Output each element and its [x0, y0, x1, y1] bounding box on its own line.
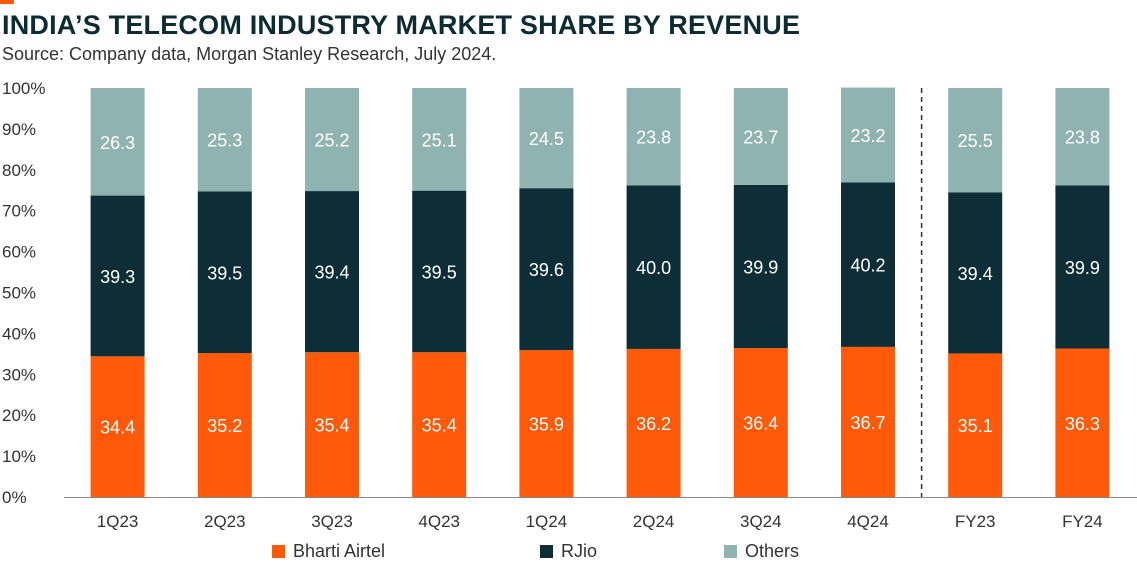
- legend-item-others: Others: [724, 541, 799, 562]
- bar-segment-rjio: [841, 182, 895, 347]
- x-tick-label: 4Q24: [847, 512, 889, 531]
- bar-segment-others: [948, 88, 1003, 193]
- legend-swatch: [724, 545, 737, 558]
- y-tick-label: 70%: [2, 202, 36, 221]
- y-tick-label: 0%: [2, 488, 27, 507]
- bar-segment-bharti-airtel: [1055, 348, 1110, 497]
- x-tick-label: 1Q23: [97, 512, 139, 531]
- data-label: 35.4: [422, 416, 457, 436]
- bar-segment-others: [733, 88, 788, 185]
- bar-segment-rjio: [626, 185, 681, 349]
- data-label: 34.4: [100, 418, 135, 438]
- data-label: 40.2: [850, 256, 885, 276]
- data-label: 25.1: [422, 130, 457, 150]
- bar-segment-rjio: [305, 191, 359, 353]
- bar-segment-others: [305, 88, 359, 192]
- bar-segment-others: [90, 88, 145, 196]
- bar-segment-others: [1055, 88, 1110, 186]
- legend-label: RJio: [561, 541, 598, 561]
- data-label: 36.4: [743, 414, 778, 434]
- data-label: 39.6: [529, 260, 564, 280]
- data-label: 35.9: [529, 415, 564, 435]
- y-tick-label: 30%: [2, 365, 36, 384]
- data-label: 40.0: [636, 258, 671, 278]
- bar-segment-others: [412, 88, 467, 191]
- x-tick-label: 3Q24: [740, 512, 782, 531]
- data-label: 36.2: [636, 414, 671, 434]
- data-label: 36.7: [850, 413, 885, 433]
- accent-bar: [0, 0, 14, 4]
- data-label: 23.7: [743, 127, 778, 147]
- bar-segment-bharti-airtel: [733, 348, 788, 497]
- legend-swatch: [540, 545, 553, 558]
- bar-segment-others: [197, 88, 252, 192]
- data-label: 39.5: [207, 263, 242, 283]
- data-label: 39.5: [422, 262, 457, 282]
- data-label: 25.3: [207, 131, 242, 151]
- bar-segment-rjio: [733, 184, 788, 349]
- data-label: 25.5: [958, 131, 993, 151]
- legend-item-rjio: RJio: [540, 541, 597, 562]
- y-tick-label: 80%: [2, 161, 36, 180]
- bar-segment-rjio: [197, 191, 252, 354]
- legend-label: Others: [745, 541, 800, 561]
- bar-segment-others: [841, 87, 895, 183]
- bar-segment-bharti-airtel: [90, 356, 145, 497]
- data-label: 23.8: [636, 128, 671, 148]
- data-label: 35.4: [314, 416, 349, 436]
- data-label: 39.4: [314, 263, 349, 283]
- data-label: 39.9: [743, 258, 778, 278]
- bar-segment-bharti-airtel: [948, 353, 1003, 497]
- data-label: 24.5: [529, 129, 564, 149]
- legend-swatch: [272, 545, 285, 558]
- x-tick-label: 1Q24: [526, 512, 568, 531]
- data-label: 39.9: [1065, 258, 1100, 278]
- x-tick-label: 4Q23: [418, 512, 460, 531]
- legend-label: Bharti Airtel: [293, 541, 386, 561]
- x-tick-label: 2Q23: [204, 512, 246, 531]
- bar-segment-bharti-airtel: [841, 346, 895, 497]
- bar-segment-bharti-airtel: [305, 352, 359, 497]
- data-label: 36.3: [1065, 414, 1100, 434]
- data-label: 25.2: [314, 131, 349, 151]
- data-label: 23.8: [1065, 128, 1100, 148]
- y-tick-label: 90%: [2, 120, 36, 139]
- bar-segment-rjio: [948, 192, 1003, 354]
- x-tick-label: 3Q23: [311, 512, 353, 531]
- bar-segment-bharti-airtel: [626, 348, 681, 497]
- bar-segment-rjio: [412, 190, 467, 353]
- bar-segment-rjio: [90, 195, 145, 357]
- y-tick-label: 20%: [2, 406, 36, 425]
- x-tick-label: FY23: [955, 512, 996, 531]
- bar-segment-others: [626, 88, 681, 186]
- bar-segment-rjio: [1055, 185, 1110, 349]
- y-tick-label: 50%: [2, 284, 36, 303]
- x-tick-label: FY24: [1062, 512, 1103, 531]
- x-tick-label: 2Q24: [633, 512, 675, 531]
- data-label: 39.4: [958, 264, 993, 284]
- bar-segment-bharti-airtel: [412, 352, 467, 497]
- chart-title: INDIA’S TELECOM INDUSTRY MARKET SHARE BY…: [2, 10, 801, 40]
- data-label: 35.2: [207, 416, 242, 436]
- y-tick-label: 10%: [2, 447, 36, 466]
- legend-item-bharti-airtel: Bharti Airtel: [272, 541, 385, 562]
- data-label: 35.1: [958, 416, 993, 436]
- y-tick-label: 100%: [2, 79, 45, 98]
- chart-legend: Bharti Airtel RJio Others: [0, 541, 1137, 565]
- y-tick-label: 40%: [2, 324, 36, 343]
- bar-segment-others: [519, 88, 574, 189]
- data-label: 39.3: [100, 267, 135, 287]
- data-label: 23.2: [850, 126, 885, 146]
- stacked-bar-chart: 0% 10% 20% 30% 40% 50% 60% 70% 80% 90% 100% 34.4 39.…: [2, 79, 1137, 531]
- chart-subtitle: Source: Company data, Morgan Stanley Res…: [2, 44, 497, 64]
- data-label: 26.3: [100, 133, 135, 153]
- bar-segment-rjio: [519, 188, 574, 351]
- bar-segment-bharti-airtel: [197, 353, 252, 497]
- y-tick-label: 60%: [2, 243, 36, 262]
- bar-segment-bharti-airtel: [519, 350, 574, 497]
